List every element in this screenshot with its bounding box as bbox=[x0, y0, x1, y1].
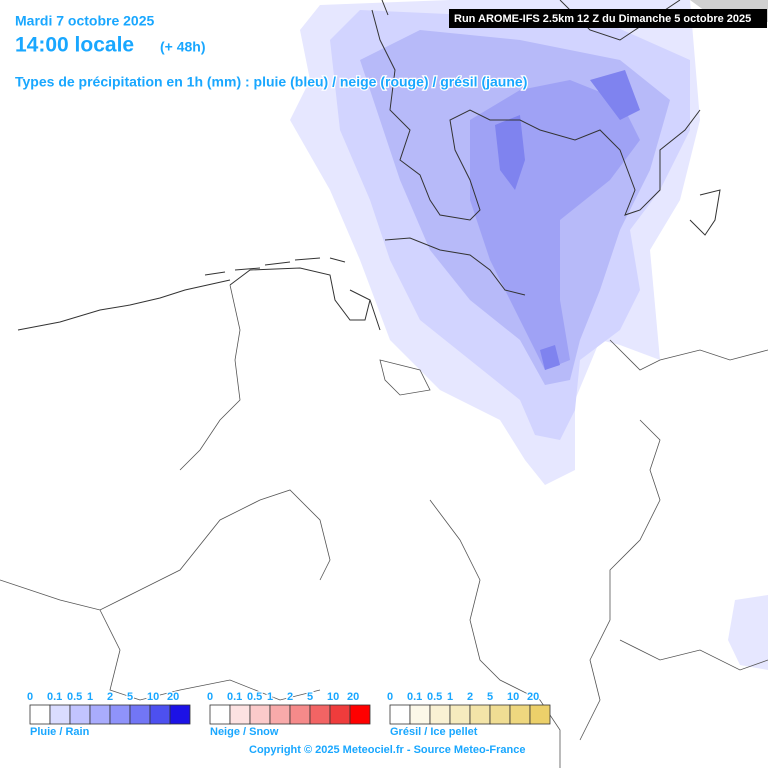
legend-tick: 20 bbox=[167, 691, 179, 703]
legend-tick: 0.5 bbox=[247, 691, 262, 703]
run-banner bbox=[449, 9, 767, 28]
legend-label: Grésil / Ice pellet bbox=[390, 726, 478, 738]
legend-tick: 1 bbox=[447, 691, 453, 703]
legend-swatch bbox=[289, 704, 311, 725]
legend-tick: 0.1 bbox=[407, 691, 422, 703]
legend-swatch bbox=[129, 704, 151, 725]
legend-swatch bbox=[309, 704, 331, 725]
legend-tick: 0 bbox=[27, 691, 33, 703]
copyright: Copyright © 2025 Meteociel.fr - Source M… bbox=[249, 744, 525, 756]
precipitation bbox=[290, 0, 768, 670]
legend-label: Neige / Snow bbox=[210, 726, 279, 738]
legend-tick: 0 bbox=[387, 691, 393, 703]
legend-swatch bbox=[209, 704, 231, 725]
legend-swatch bbox=[89, 704, 111, 725]
legend-tick: 10 bbox=[147, 691, 159, 703]
legend-tick: 5 bbox=[127, 691, 133, 703]
legend-tick: 5 bbox=[487, 691, 493, 703]
legend-swatch bbox=[69, 704, 91, 725]
legend-tick: 2 bbox=[107, 691, 113, 703]
legend-tick: 10 bbox=[507, 691, 519, 703]
borders bbox=[0, 284, 768, 768]
legend-tick: 0.5 bbox=[67, 691, 82, 703]
legend-label: Pluie / Rain bbox=[30, 726, 90, 738]
legend-tick: 2 bbox=[467, 691, 473, 703]
legend-swatch bbox=[469, 704, 491, 725]
legend-swatch bbox=[29, 704, 51, 725]
legend-swatch bbox=[149, 704, 171, 725]
legend-swatch bbox=[249, 704, 271, 725]
legend-tick: 5 bbox=[307, 691, 313, 703]
legend-swatch bbox=[389, 704, 411, 725]
time: 14:00 locale bbox=[15, 34, 134, 57]
legend-swatch bbox=[49, 704, 71, 725]
subtitle: Types de précipitation en 1h (mm) : plui… bbox=[15, 74, 527, 90]
legend-tick: 0.1 bbox=[47, 691, 62, 703]
legend-tick: 1 bbox=[87, 691, 93, 703]
run-info: Run AROME-IFS 2.5km 12 Z du Dimanche 5 o… bbox=[454, 13, 751, 25]
legend-swatch bbox=[489, 704, 511, 725]
legend-swatch bbox=[229, 704, 251, 725]
legend-tick: 0 bbox=[207, 691, 213, 703]
lead-time: (+ 48h) bbox=[160, 39, 206, 55]
legend-tick: 2 bbox=[287, 691, 293, 703]
legend-swatch bbox=[509, 704, 531, 725]
legend-swatch bbox=[329, 704, 351, 725]
legend-swatch bbox=[109, 704, 131, 725]
legend-tick: 20 bbox=[347, 691, 359, 703]
legend-tick: 10 bbox=[327, 691, 339, 703]
legend-tick: 0.1 bbox=[227, 691, 242, 703]
legend-swatch bbox=[429, 704, 451, 725]
legend-swatch bbox=[269, 704, 291, 725]
legend-swatch bbox=[409, 704, 431, 725]
legend-swatch bbox=[349, 704, 371, 725]
legend-swatch bbox=[529, 704, 551, 725]
legend-tick: 20 bbox=[527, 691, 539, 703]
legend-tick: 1 bbox=[267, 691, 273, 703]
legend-tick: 0.5 bbox=[427, 691, 442, 703]
date: Mardi 7 octobre 2025 bbox=[15, 13, 154, 29]
legend-swatch bbox=[169, 704, 191, 725]
legend-swatch bbox=[449, 704, 471, 725]
